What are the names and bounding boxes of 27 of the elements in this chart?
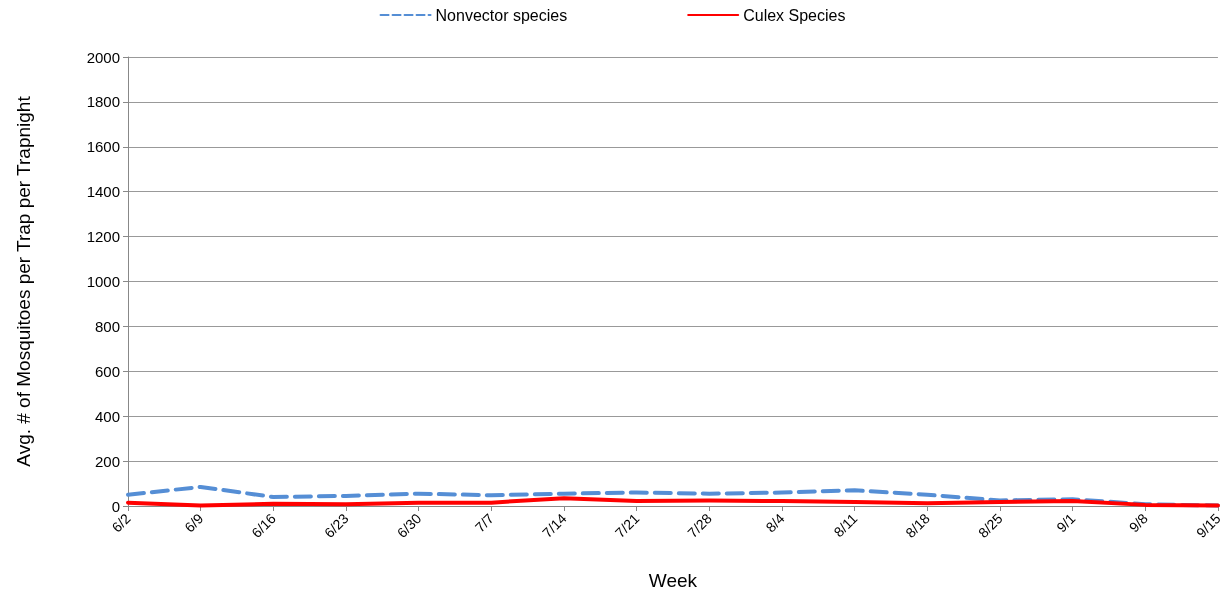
x-tick-label: 7/21 [611, 510, 643, 541]
y-tick-label: 200 [94, 452, 120, 470]
x-tick-label: 7/7 [471, 510, 498, 536]
y-tick-label: 1400 [86, 183, 120, 201]
y-tick-label: 2000 [86, 48, 120, 66]
y-tick-label: 1600 [86, 138, 120, 156]
x-tick-label: 8/4 [762, 510, 788, 536]
x-tick-label: 9/8 [1125, 510, 1152, 536]
x-tick-label: 8/11 [830, 510, 861, 541]
y-tick-label: 1000 [86, 273, 120, 290]
x-axis-title: Week [648, 570, 698, 591]
y-tick-label: 1800 [86, 93, 120, 111]
x-tick-label: 7/28 [684, 510, 716, 541]
y-tick-label: 600 [94, 362, 120, 380]
y-tick-label: 400 [94, 407, 120, 425]
y-tick-label: 0 [111, 497, 120, 515]
x-tick-label: 6/16 [248, 510, 280, 541]
y-axis-title: Avg. # of Mosquitoes per Trap per Trapnight [13, 95, 34, 467]
x-tick-label: 6/30 [393, 510, 425, 541]
x-tick-label: 7/14 [539, 510, 570, 541]
x-tick-label: 6/23 [321, 510, 352, 541]
x-tick-label: 6/9 [181, 510, 207, 536]
x-tick-label: 9/1 [1053, 510, 1079, 536]
legend-label: Nonvector species [435, 6, 568, 24]
y-tick-label: 800 [94, 317, 120, 335]
legend-label: Culex Species [743, 6, 846, 24]
y-tick-label: 1200 [86, 228, 120, 246]
